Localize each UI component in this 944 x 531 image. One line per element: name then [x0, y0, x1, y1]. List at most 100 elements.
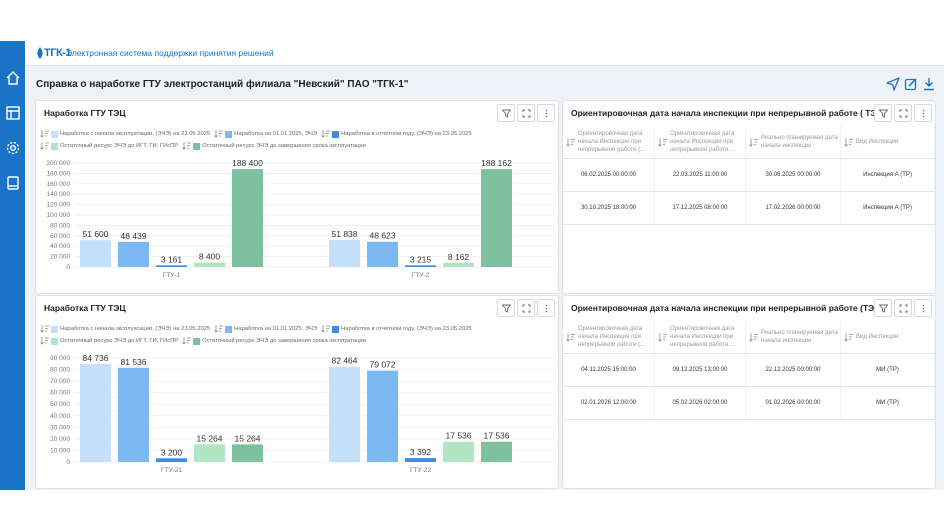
flame-icon	[37, 47, 43, 59]
filter-button[interactable]	[874, 299, 892, 317]
panel-title: Ориентировочная дата начала инспекции пр…	[571, 303, 891, 313]
legend-item[interactable]: Наработка на 01.01.2025, ЭЧЭ	[214, 325, 317, 333]
expand-button[interactable]	[894, 104, 912, 122]
legend-item[interactable]: Остаточный ресурс ЭЧЭ до завершения срок…	[182, 337, 366, 345]
bar[interactable]	[367, 241, 398, 267]
bar[interactable]	[156, 265, 187, 267]
bar[interactable]	[80, 364, 111, 462]
panel-title: Наработка ГТУ ТЭЦ	[44, 303, 126, 313]
legend-item[interactable]: Остаточный ресурс ЭЧЭ до ИГТ, ГИ, ГИсПР	[40, 337, 178, 345]
edit-icon[interactable]	[904, 77, 918, 91]
sort-icon	[40, 142, 49, 150]
sort-icon	[182, 337, 192, 345]
panel-toolbar	[497, 299, 555, 317]
y-tick-label: 200 000	[47, 160, 71, 167]
table-cell: 04.11.2025 15:00:00	[563, 354, 655, 386]
bar[interactable]	[156, 458, 187, 462]
page-title: Справка о наработке ГТУ электростанций ф…	[36, 79, 409, 90]
more-button[interactable]	[537, 299, 555, 317]
bar[interactable]	[329, 240, 360, 267]
home-icon[interactable]	[5, 70, 21, 86]
chart-panel-1: Наработка ГТУ ТЭЦ Наработка с начала экс…	[35, 100, 559, 294]
legend-item[interactable]: Наработка с начала эксплуатации, (ЭЧЭ) н…	[40, 130, 210, 138]
data-label: 3 215	[410, 254, 432, 264]
legend-item[interactable]: Наработка на 01.01.2025, ЭЧЭ	[214, 130, 317, 138]
legend-item[interactable]: Остаточный ресурс ЭЧЭ до ИГТ, ГИ, ГИсПР	[40, 142, 178, 150]
y-tick-label: 160 000	[47, 181, 71, 188]
y-tick-label: 120 000	[47, 202, 71, 209]
bar[interactable]	[232, 444, 263, 462]
expand-button[interactable]	[517, 104, 535, 122]
layout-icon[interactable]	[5, 105, 21, 121]
filter-button[interactable]	[874, 104, 892, 122]
panel-title: Ориентировочная дата начала инспекции пр…	[571, 108, 884, 118]
expand-icon	[522, 304, 530, 312]
more-button[interactable]	[537, 104, 555, 122]
legend-item[interactable]: Остаточный ресурс ЭЧЭ до завершения срок…	[182, 142, 366, 150]
bar[interactable]	[232, 169, 263, 267]
x-tick-label: ГТУ-1	[163, 272, 181, 279]
table-cell: 30.06.2025 00:00:00	[746, 159, 841, 191]
table-row[interactable]: 02.01.2026 12:00:00 05.02.2026 02:00:00 …	[563, 387, 935, 420]
legend-item[interactable]: Наработка в отчётном году, (ЭЧЭ) на 23.0…	[321, 325, 472, 333]
table-cell: 30.10.2025 18:00:00	[563, 192, 655, 224]
bar[interactable]	[367, 370, 398, 462]
expand-icon	[522, 109, 530, 117]
sort-icon	[321, 130, 331, 138]
bar[interactable]	[405, 458, 436, 462]
column-header[interactable]: Реально планируемая дата начала инспекци…	[746, 321, 841, 353]
sort-icon	[566, 333, 575, 342]
send-icon[interactable]	[886, 77, 900, 91]
download-icon[interactable]	[922, 77, 936, 91]
table-cell: 02.01.2026 12:00:00	[563, 387, 655, 419]
top-bar: ТГК-1 Электронная система поддержки прин…	[25, 41, 944, 66]
column-header[interactable]: Ориентировочная дата начала Инспекции пр…	[655, 321, 746, 353]
table-cell: 09.12.2025 13:00:00	[655, 354, 746, 386]
bar[interactable]	[481, 441, 512, 462]
more-button[interactable]	[914, 299, 932, 317]
bar[interactable]	[329, 366, 360, 462]
sort-icon	[40, 130, 49, 138]
app-window: ТГК-1 Электронная система поддержки прин…	[0, 41, 944, 490]
filter-button[interactable]	[497, 299, 515, 317]
table-cell: 06.02.2025 00:00:00	[563, 159, 655, 191]
panel-toolbar	[874, 299, 932, 317]
sort-icon	[40, 325, 49, 333]
table-row[interactable]: 06.02.2025 00:00:00 22.03.2025 11:00:00 …	[563, 159, 935, 192]
logo[interactable]: ТГК-1	[36, 46, 71, 60]
book-icon[interactable]	[5, 175, 21, 191]
bar[interactable]	[405, 265, 436, 267]
column-header[interactable]: Реально планируемая дата начала инспекци…	[746, 126, 841, 158]
column-header[interactable]: Вид Инспекции	[841, 126, 935, 158]
bar[interactable]	[443, 262, 474, 267]
bar[interactable]	[443, 441, 474, 462]
sort-icon	[214, 130, 224, 138]
bar[interactable]	[194, 262, 225, 267]
legend-item[interactable]: Наработка с начала эксплуатации, (ЭЧЭ) н…	[40, 325, 210, 333]
chart-legend: Наработка с начала эксплуатации, (ЭЧЭ) н…	[40, 128, 558, 152]
bar[interactable]	[80, 240, 111, 267]
gear-icon[interactable]	[5, 140, 21, 156]
bar[interactable]	[118, 367, 149, 462]
data-label: 48 623	[370, 231, 396, 241]
bar[interactable]	[194, 444, 225, 462]
filter-icon	[501, 304, 511, 313]
more-button[interactable]	[914, 104, 932, 122]
expand-button[interactable]	[517, 299, 535, 317]
column-header[interactable]: Ориентировочная дата начала Инспекции пр…	[563, 321, 655, 353]
y-tick-label: 50 000	[50, 401, 70, 408]
column-header[interactable]: Ориентировочная дата начала Инспекции пр…	[655, 126, 746, 158]
y-tick-label: 60 000	[50, 233, 70, 240]
column-header[interactable]: Вид Инспекции	[841, 321, 935, 353]
sort-icon	[40, 337, 49, 345]
data-label: 79 072	[370, 360, 396, 370]
bar[interactable]	[481, 169, 512, 267]
expand-button[interactable]	[894, 299, 912, 317]
legend-item[interactable]: Наработка в отчётном году, (ЭЧЭ) на 23.0…	[321, 130, 472, 138]
column-header[interactable]: Ориентировочная дата начала Инспекции пр…	[563, 126, 655, 158]
filter-button[interactable]	[497, 104, 515, 122]
table-row[interactable]: 30.10.2025 18:00:00 17.12.2025 08:00:00 …	[563, 192, 935, 225]
data-label: 51 600	[83, 229, 109, 239]
table-row[interactable]: 04.11.2025 15:00:00 09.12.2025 13:00:00 …	[563, 354, 935, 387]
bar[interactable]	[118, 241, 149, 267]
